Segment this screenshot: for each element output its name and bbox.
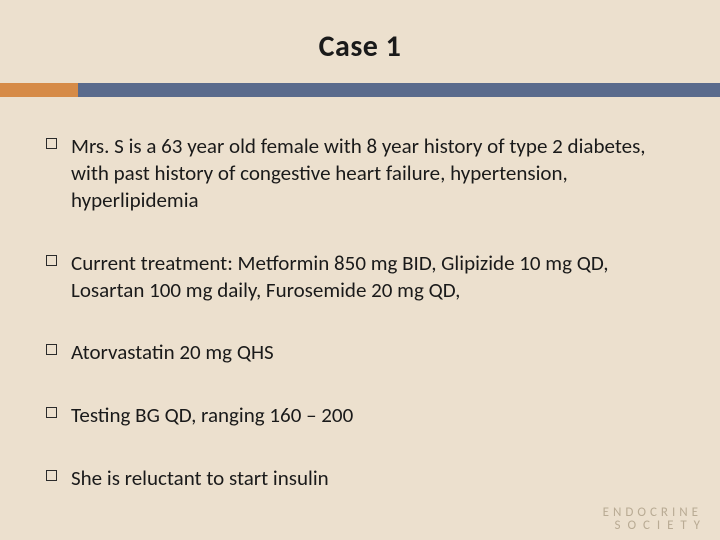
bullet-text: She is reluctant to start insulin: [71, 465, 329, 492]
list-item: Testing BG QD, ranging 160 – 200: [46, 402, 674, 429]
logo-line2: S O C I E T Y: [603, 519, 702, 532]
list-item: Atorvastatin 20 mg QHS: [46, 339, 674, 366]
bullet-list: Mrs. S is a 63 year old female with 8 ye…: [0, 97, 720, 492]
list-item: Mrs. S is a 63 year old female with 8 ye…: [46, 133, 674, 214]
bullet-text: Mrs. S is a 63 year old female with 8 ye…: [71, 133, 674, 214]
list-item: Current treatment: Metformin 850 mg BID,…: [46, 250, 674, 304]
bullet-marker-icon: [46, 407, 57, 418]
bullet-text: Testing BG QD, ranging 160 – 200: [71, 402, 353, 429]
bullet-text: Atorvastatin 20 mg QHS: [71, 339, 274, 366]
bullet-marker-icon: [46, 138, 57, 149]
bullet-marker-icon: [46, 344, 57, 355]
slide: Case 1 Mrs. S is a 63 year old female wi…: [0, 0, 720, 540]
list-item: She is reluctant to start insulin: [46, 465, 674, 492]
slide-title: Case 1: [0, 0, 720, 83]
divider-accent: [0, 83, 78, 97]
bullet-text: Current treatment: Metformin 850 mg BID,…: [71, 250, 674, 304]
divider-bar: [78, 83, 720, 97]
bullet-marker-icon: [46, 255, 57, 266]
title-divider: [0, 83, 720, 97]
footer-logo: ENDOCRINE S O C I E T Y: [603, 506, 702, 532]
bullet-marker-icon: [46, 470, 57, 481]
